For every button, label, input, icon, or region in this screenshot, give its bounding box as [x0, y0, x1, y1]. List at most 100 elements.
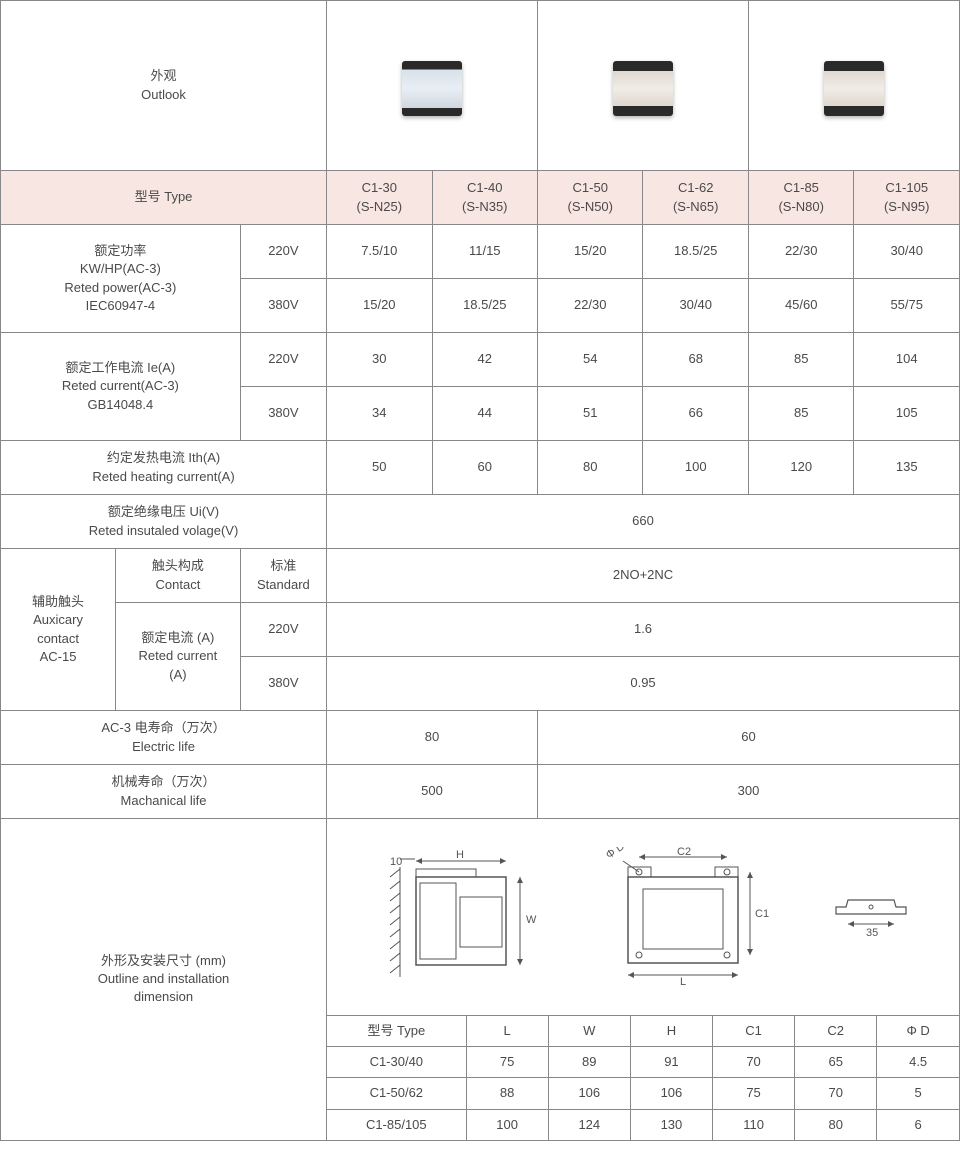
rc-380-3: 66 — [643, 387, 748, 441]
rp-220-0: 7.5/10 — [327, 225, 432, 279]
hc-4: 120 — [748, 441, 853, 495]
rc-220-2: 54 — [538, 333, 643, 387]
aux-contact-contact-label: 触头构成 Contact — [116, 549, 241, 603]
dimensions-diagram: 10 — [327, 819, 960, 1016]
dim-r1-6: 5 — [877, 1078, 959, 1109]
rc-220-4: 85 — [748, 333, 853, 387]
row-rated-power-220: 额定功率 KW/HP(AC-3) Reted power(AC-3) IEC60… — [1, 225, 960, 279]
type-3: C1-62(S-N65) — [643, 171, 748, 225]
dim-r2-0: C1-85/105 — [327, 1109, 466, 1140]
dim-r2-4: 110 — [713, 1109, 795, 1140]
rp-220-3: 18.5/25 — [643, 225, 748, 279]
aux-380-label: 380V — [240, 657, 326, 711]
dim-r2-6: 6 — [877, 1109, 959, 1140]
mechanical-life-2: 300 — [538, 765, 960, 819]
dim-r2-2: 124 — [548, 1109, 630, 1140]
dim-h-0: 型号 Type — [327, 1016, 466, 1047]
svg-text:35: 35 — [866, 927, 878, 939]
aux-220-label: 220V — [240, 603, 326, 657]
rp-380-5: 55/75 — [854, 279, 960, 333]
row-electric-life: AC-3 电寿命（万次） Electric life 80 60 — [1, 711, 960, 765]
dim-h-1: L — [466, 1016, 548, 1047]
aux-contact-standard-label: 标准 Standard — [240, 549, 326, 603]
dim-r1-4: 75 — [713, 1078, 795, 1109]
type-1: C1-40(S-N35) — [432, 171, 537, 225]
type-0: C1-30(S-N25) — [327, 171, 432, 225]
dim-r2-3: 130 — [630, 1109, 712, 1140]
row-heating-current: 约定发热电流 Ith(A) Reted heating current(A) 5… — [1, 441, 960, 495]
aux-rated-current-label: 额定电流 (A) Reted current (A) — [116, 603, 241, 711]
dim-row-0: C1-30/40 75 89 91 70 65 4.5 — [327, 1047, 959, 1078]
type-label: 型号 Type — [1, 171, 327, 225]
rc-380-4: 85 — [748, 387, 853, 441]
rated-power-label: 额定功率 KW/HP(AC-3) Reted power(AC-3) IEC60… — [1, 225, 241, 333]
aux-380-value: 0.95 — [327, 657, 960, 711]
row-type: 型号 Type C1-30(S-N25) C1-40(S-N35) C1-50(… — [1, 171, 960, 225]
rated-power-380-label: 380V — [240, 279, 326, 333]
type-5: C1-105(S-N95) — [854, 171, 960, 225]
rp-380-1: 18.5/25 — [432, 279, 537, 333]
dim-r0-1: 75 — [466, 1047, 548, 1078]
outlook-img-2 — [538, 1, 749, 171]
dim-r1-5: 70 — [795, 1078, 877, 1109]
dim-h-4: C1 — [713, 1016, 795, 1047]
dim-subtable-cell: 型号 Type L W H C1 C2 Φ D C1-30/40 75 89 9… — [327, 1016, 960, 1141]
dim-r1-0: C1-50/62 — [327, 1078, 466, 1109]
rp-220-2: 15/20 — [538, 225, 643, 279]
rp-220-4: 22/30 — [748, 225, 853, 279]
rc-380-0: 34 — [327, 387, 432, 441]
hc-5: 135 — [854, 441, 960, 495]
aux-contact-value: 2NO+2NC — [327, 549, 960, 603]
dim-r0-6: 4.5 — [877, 1047, 959, 1078]
row-aux-contact: 辅助触头 Auxicary contact AC-15 触头构成 Contact… — [1, 549, 960, 603]
row-outlook: 外观 Outlook — [1, 1, 960, 171]
dim-row-2: C1-85/105 100 124 130 110 80 6 — [327, 1109, 959, 1140]
dim-r0-0: C1-30/40 — [327, 1047, 466, 1078]
spec-table: 外观 Outlook 型号 Type C1-30(S-N25) C1-40(S-… — [0, 0, 960, 1141]
dim-r2-1: 100 — [466, 1109, 548, 1140]
mechanical-life-label: 机械寿命（万次） Machanical life — [1, 765, 327, 819]
rated-current-label: 额定工作电流 Ie(A) Reted current(AC-3) GB14048… — [1, 333, 241, 441]
dim-h-6: Φ D — [877, 1016, 959, 1047]
outlook-cn: 外观 — [151, 68, 177, 83]
hc-2: 80 — [538, 441, 643, 495]
hc-0: 50 — [327, 441, 432, 495]
outlook-img-3 — [748, 1, 959, 171]
rc-220-1: 42 — [432, 333, 537, 387]
svg-text:10: 10 — [390, 856, 402, 868]
rated-power-220-label: 220V — [240, 225, 326, 279]
row-mechanical-life: 机械寿命（万次） Machanical life 500 300 — [1, 765, 960, 819]
rated-current-380-label: 380V — [240, 387, 326, 441]
electric-life-1: 80 — [327, 711, 538, 765]
rc-380-5: 105 — [854, 387, 960, 441]
outlook-en: Outlook — [141, 87, 186, 102]
rp-380-3: 30/40 — [643, 279, 748, 333]
dim-r0-4: 70 — [713, 1047, 795, 1078]
row-insulated-voltage: 额定绝缘电压 Ui(V) Reted insutaled volage(V) 6… — [1, 495, 960, 549]
type-4: C1-85(S-N80) — [748, 171, 853, 225]
rc-220-5: 104 — [854, 333, 960, 387]
outlook-img-1 — [327, 1, 538, 171]
insulated-voltage-value: 660 — [327, 495, 960, 549]
outlook-label: 外观 Outlook — [1, 1, 327, 171]
dim-r1-3: 106 — [630, 1078, 712, 1109]
svg-text:H: H — [456, 849, 464, 861]
electric-life-2: 60 — [538, 711, 960, 765]
type-2: C1-50(S-N50) — [538, 171, 643, 225]
dim-r0-5: 65 — [795, 1047, 877, 1078]
svg-text:Φ D: Φ D — [604, 847, 627, 861]
row-dimensions: 外形及安装尺寸 (mm) Outline and installation di… — [1, 819, 960, 1016]
hc-3: 100 — [643, 441, 748, 495]
dim-r0-3: 91 — [630, 1047, 712, 1078]
dim-r0-2: 89 — [548, 1047, 630, 1078]
rp-220-1: 11/15 — [432, 225, 537, 279]
dim-h-3: H — [630, 1016, 712, 1047]
insulated-voltage-label: 额定绝缘电压 Ui(V) Reted insutaled volage(V) — [1, 495, 327, 549]
svg-text:C1: C1 — [755, 908, 769, 920]
dim-h-5: C2 — [795, 1016, 877, 1047]
dim-diagram-front-icon: C2 L C1 Φ D — [603, 847, 773, 987]
rp-380-0: 15/20 — [327, 279, 432, 333]
rp-380-4: 45/60 — [748, 279, 853, 333]
rc-220-0: 30 — [327, 333, 432, 387]
dim-h-2: W — [548, 1016, 630, 1047]
